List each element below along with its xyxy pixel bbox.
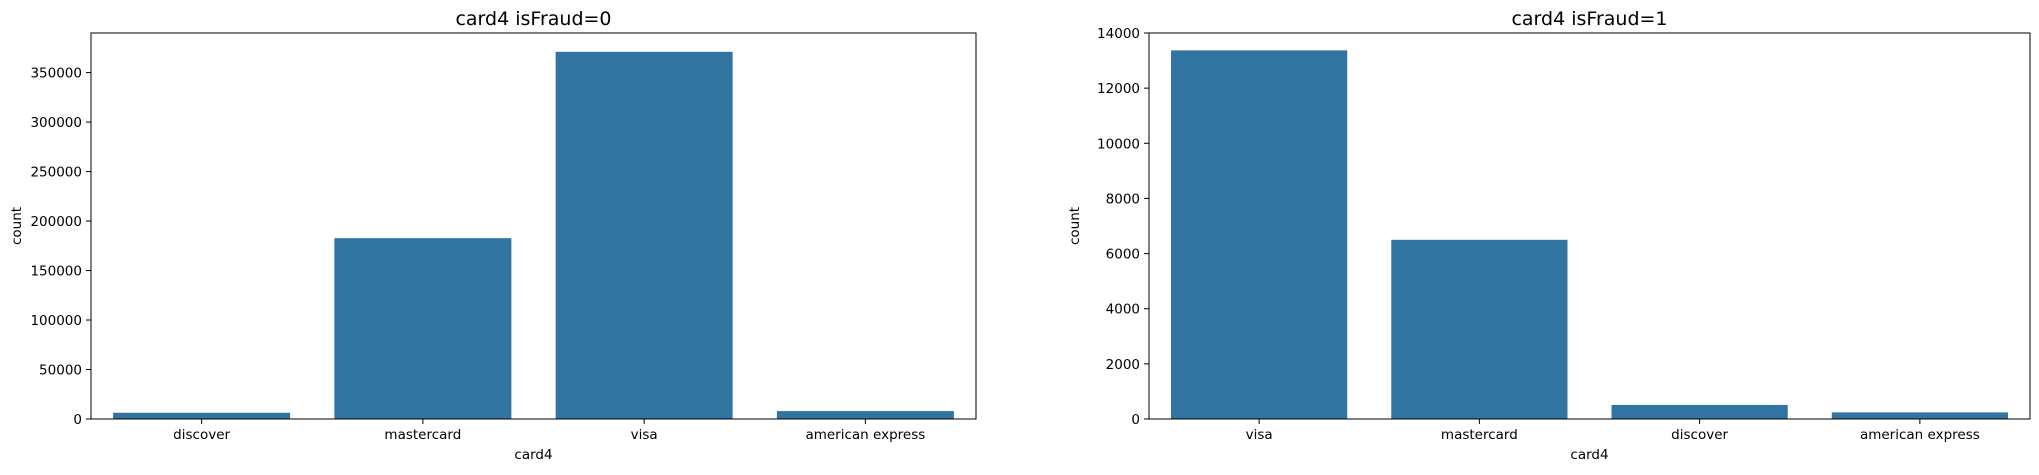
y-axis-label: count (1067, 207, 1083, 245)
bar-discover (113, 412, 291, 419)
y-tick-label: 50000 (39, 363, 82, 379)
y-tick-label: 0 (1131, 412, 1140, 428)
y-tick-label: 14000 (1097, 26, 1140, 42)
bar-visa (555, 51, 733, 420)
bar-discover (1611, 404, 1788, 419)
bars-group (1171, 50, 2008, 420)
y-tick-label: 200000 (30, 214, 82, 230)
y-tick-label: 100000 (30, 313, 82, 329)
chart-panel-not-fraud: card4 isFraud=0 card4 count 0 50000 100000… (9, 8, 977, 463)
chart-title: card4 isFraud=1 (1511, 8, 1667, 30)
x-tick-label: mastercard (1441, 427, 1518, 443)
bar-american-express (776, 411, 954, 419)
y-ticks-group: 0 2000 4000 6000 8000 10000 12000 14000 (1097, 26, 1149, 428)
x-tick-label: discover (173, 427, 230, 443)
bar-american-express (1831, 412, 2008, 419)
x-ticks-group: visa mastercard discover american express (1246, 419, 1980, 443)
y-axis-label: count (9, 207, 25, 245)
x-tick-label: visa (631, 427, 658, 443)
y-tick-label: 4000 (1106, 302, 1140, 318)
y-ticks-group: 0 50000 100000 150000 200000 250000 300000 3500… (30, 66, 91, 428)
y-tick-label: 8000 (1106, 191, 1140, 207)
y-tick-label: 250000 (30, 165, 82, 181)
x-tick-label: american express (805, 427, 925, 443)
y-tick-label: 12000 (1097, 81, 1140, 97)
y-tick-label: 300000 (30, 115, 82, 131)
y-tick-label: 6000 (1106, 247, 1140, 263)
x-tick-label: discover (1671, 427, 1728, 443)
axes-frame (1148, 32, 2031, 420)
y-tick-label: 0 (73, 412, 82, 428)
chart-panel-fraud: card4 isFraud=1 card4 count 0 2000 4000 600… (1067, 8, 2031, 463)
chart-title: card4 isFraud=0 (455, 8, 611, 30)
x-ticks-group: discover mastercard visa american express (173, 419, 925, 443)
bar-mastercard (334, 238, 512, 419)
axes-frame (90, 32, 977, 420)
x-tick-label: mastercard (384, 427, 461, 443)
y-tick-label: 350000 (30, 66, 82, 82)
x-axis-label: card4 (1570, 447, 1608, 463)
bar-mastercard (1391, 239, 1568, 419)
bars-group (113, 51, 954, 420)
x-tick-label: american express (1860, 427, 1980, 443)
bar-visa (1171, 50, 1348, 420)
x-axis-label: card4 (514, 447, 552, 463)
y-tick-label: 10000 (1097, 136, 1140, 152)
y-tick-label: 2000 (1106, 357, 1140, 373)
y-tick-label: 150000 (30, 264, 82, 280)
x-tick-label: visa (1246, 427, 1273, 443)
